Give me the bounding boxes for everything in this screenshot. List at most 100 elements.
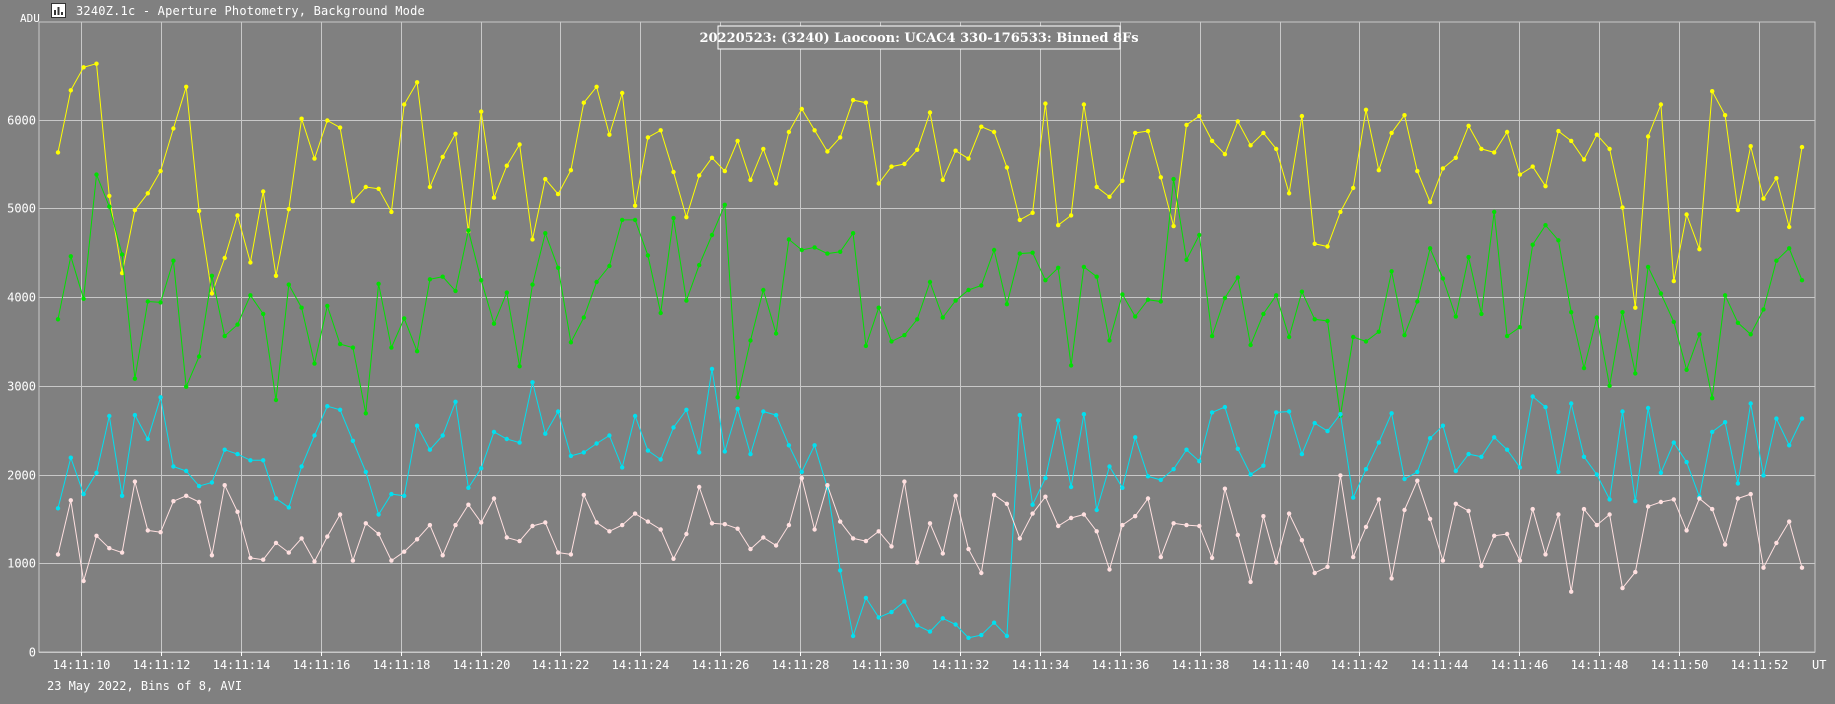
data-point — [940, 616, 945, 621]
data-point — [1389, 411, 1394, 416]
data-point — [645, 448, 651, 453]
data-point — [1607, 383, 1612, 388]
data-point — [171, 258, 176, 263]
data-point — [453, 399, 458, 404]
data-point — [1684, 528, 1689, 533]
data-point — [402, 493, 407, 498]
data-point — [1043, 278, 1048, 283]
chart-icon[interactable] — [51, 3, 66, 18]
data-point — [81, 296, 86, 301]
data-point — [1774, 416, 1779, 421]
data-point — [1645, 504, 1651, 509]
data-point — [799, 106, 804, 112]
data-point — [799, 475, 804, 481]
data-point — [1171, 176, 1176, 182]
data-point — [1197, 523, 1202, 529]
data-point — [402, 102, 407, 107]
data-point — [248, 555, 253, 561]
data-point — [504, 163, 509, 168]
data-point — [1222, 295, 1228, 301]
data-point — [1389, 130, 1394, 136]
data-point — [1530, 242, 1535, 247]
data-point — [1261, 130, 1266, 136]
data-point — [491, 321, 497, 326]
data-point — [363, 411, 368, 416]
data-point — [1081, 412, 1087, 417]
data-point — [1569, 401, 1574, 406]
data-point — [517, 142, 522, 147]
data-point — [979, 632, 984, 638]
data-point — [1235, 275, 1241, 280]
data-point — [1133, 435, 1138, 440]
data-point — [1209, 410, 1215, 415]
grid — [38, 21, 1816, 653]
data-point — [1376, 497, 1382, 502]
data-point — [735, 395, 740, 400]
data-point — [1389, 269, 1394, 274]
data-point — [222, 255, 227, 261]
data-point — [1761, 307, 1766, 312]
data-point — [1261, 463, 1266, 468]
data-point — [1607, 512, 1612, 517]
data-point — [658, 310, 663, 316]
data-point — [1799, 416, 1805, 421]
data-point — [1402, 507, 1407, 513]
data-point — [299, 536, 304, 541]
data-point — [607, 132, 612, 137]
data-point — [337, 125, 343, 130]
data-point — [594, 520, 599, 525]
data-point — [1004, 633, 1010, 639]
data-point — [1453, 468, 1459, 474]
data-point — [81, 578, 86, 584]
data-point — [1056, 265, 1061, 270]
data-point — [1504, 129, 1510, 135]
data-point — [1068, 484, 1074, 490]
data-point — [1697, 332, 1702, 337]
data-point — [158, 395, 163, 400]
data-point — [440, 274, 445, 279]
data-point — [1748, 144, 1753, 149]
data-point — [838, 135, 843, 140]
data-point — [171, 464, 176, 469]
data-point — [671, 556, 676, 561]
series-line — [57, 63, 1803, 308]
data-point — [1440, 558, 1446, 563]
data-point — [748, 338, 753, 343]
data-point — [966, 635, 971, 640]
series-3 — [55, 366, 1805, 640]
data-point — [1671, 319, 1677, 325]
data-point — [1312, 420, 1317, 426]
data-point — [940, 551, 945, 556]
data-point — [1120, 522, 1125, 528]
data-point — [453, 522, 458, 528]
data-point — [107, 413, 112, 419]
data-point — [1299, 113, 1305, 119]
data-point — [1633, 305, 1638, 310]
data-point — [1133, 514, 1138, 519]
data-point — [1338, 412, 1343, 417]
data-point — [1145, 128, 1151, 134]
data-point — [850, 633, 856, 639]
x-tick-label: 14:11:48 — [1571, 658, 1629, 672]
x-tick-label: 14:11:52 — [1731, 658, 1789, 672]
data-point — [1671, 440, 1677, 445]
data-point — [286, 282, 291, 287]
data-point — [555, 550, 561, 555]
data-point — [1556, 512, 1561, 517]
data-point — [81, 65, 86, 70]
data-point — [466, 502, 471, 507]
data-point — [684, 531, 689, 537]
data-point — [902, 161, 907, 167]
data-point — [1697, 496, 1702, 501]
data-point — [1710, 396, 1715, 401]
data-point — [107, 193, 112, 199]
data-point — [1363, 524, 1369, 530]
data-point — [1376, 440, 1382, 445]
data-point — [479, 520, 484, 525]
data-point — [312, 559, 317, 564]
data-point — [1479, 146, 1484, 152]
data-point — [1761, 196, 1766, 201]
data-point — [132, 412, 138, 418]
y-axis-label: ADU — [20, 12, 40, 25]
data-point — [786, 237, 792, 242]
